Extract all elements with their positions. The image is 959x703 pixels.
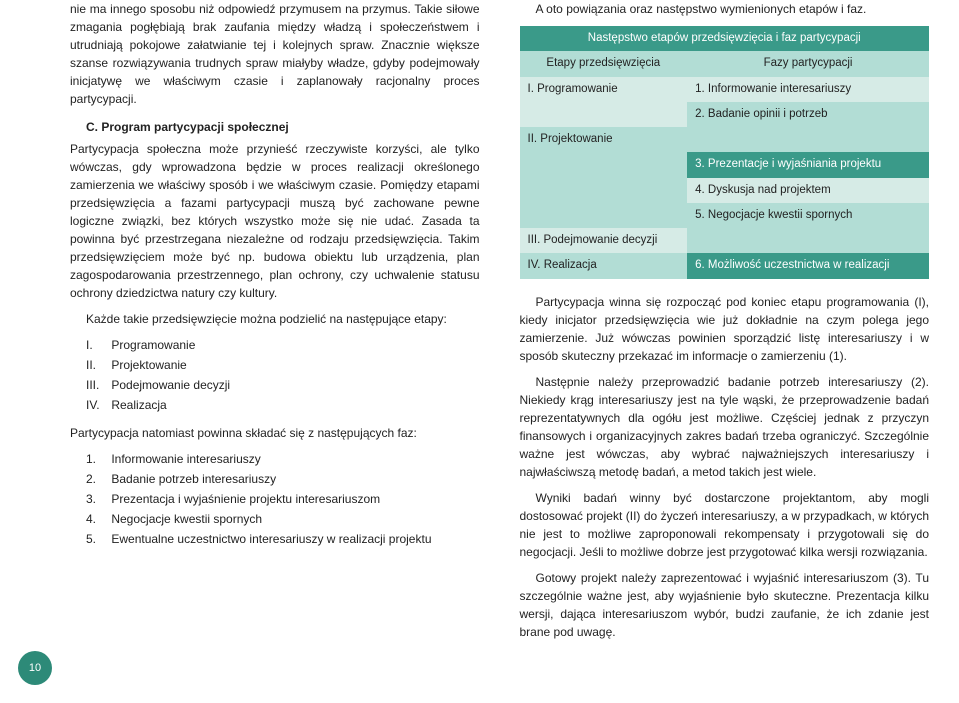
table-cell: II. Projektowanie <box>520 127 688 152</box>
list-number: 5. <box>86 530 108 548</box>
table-cell: 5. Negocjacje kwestii spornych <box>687 203 929 228</box>
list-item: II. Projektowanie <box>86 356 480 374</box>
list-text: Badanie potrzeb interesariuszy <box>111 472 276 486</box>
etapy-list: I. Programowanie II. Projektowanie III. … <box>86 336 480 414</box>
left-paragraph-3: Każde takie przedsięwzięcie można podzie… <box>70 310 480 328</box>
section-heading-c: C. Program partycypacji społecznej <box>70 118 480 136</box>
list-item: 1. Informowanie interesariuszy <box>86 450 480 468</box>
list-item: 2. Badanie potrzeb interesariuszy <box>86 470 480 488</box>
list-text: Ewentualne uczestnictwo interesariuszy w… <box>111 532 431 546</box>
right-intro: A oto powiązania oraz następstwo wymieni… <box>520 0 930 18</box>
right-paragraph-2: Następnie należy przeprowadzić badanie p… <box>520 373 930 481</box>
table-col-header: Fazy partycypacji <box>687 51 929 76</box>
page-number-badge: 10 <box>18 651 52 685</box>
list-item: 5. Ewentualne uczestnictwo interesariusz… <box>86 530 480 548</box>
table-cell: 3. Prezentacje i wyjaśniania projektu <box>687 152 929 177</box>
list-item: 3. Prezentacja i wyjaśnienie projektu in… <box>86 490 480 508</box>
list-text: Negocjacje kwestii spornych <box>111 512 262 526</box>
left-paragraph-2: Partycypacja społeczna może przynieść rz… <box>70 140 480 302</box>
right-paragraph-3: Wyniki badań winny być dostarczone proje… <box>520 489 930 561</box>
table-cell <box>520 203 688 228</box>
left-paragraph-1: nie ma innego sposobu niż odpowiedź przy… <box>70 0 480 108</box>
list-item: III. Podejmowanie decyzji <box>86 376 480 394</box>
left-column: nie ma innego sposobu niż odpowiedź przy… <box>70 0 480 649</box>
list-text: Projektowanie <box>111 358 186 372</box>
table-cell <box>520 102 688 127</box>
list-number: II. <box>86 356 108 374</box>
table-cell: III. Podejmowanie decyzji <box>520 228 688 253</box>
list-text: Informowanie interesariuszy <box>111 452 260 466</box>
table-cell: 4. Dyskusja nad projektem <box>687 178 929 203</box>
fazy-list: 1. Informowanie interesariuszy 2. Badani… <box>86 450 480 548</box>
table-cell: 2. Badanie opinii i potrzeb <box>687 102 929 127</box>
list-number: IV. <box>86 396 108 414</box>
list-text: Realizacja <box>111 398 166 412</box>
stages-phases-table: Następstwo etapów przedsięwzięcia i faz … <box>520 26 930 279</box>
right-paragraph-4: Gotowy projekt należy zaprezentować i wy… <box>520 569 930 641</box>
table-cell <box>520 152 688 177</box>
two-column-layout: nie ma innego sposobu niż odpowiedź przy… <box>70 0 929 649</box>
table-cell: I. Programowanie <box>520 77 688 102</box>
list-number: III. <box>86 376 108 394</box>
list-text: Podejmowanie decyzji <box>111 378 230 392</box>
table-cell <box>687 228 929 253</box>
table-cell: IV. Realizacja <box>520 253 688 278</box>
left-paragraph-4: Partycypacja natomiast powinna składać s… <box>70 424 480 442</box>
list-item: 4. Negocjacje kwestii spornych <box>86 510 480 528</box>
table-title: Następstwo etapów przedsięwzięcia i faz … <box>520 26 930 51</box>
table-cell: 1. Informowanie interesariuszy <box>687 77 929 102</box>
list-text: Programowanie <box>111 338 195 352</box>
list-item: I. Programowanie <box>86 336 480 354</box>
list-text: Prezentacja i wyjaśnienie projektu inter… <box>111 492 380 506</box>
right-column: A oto powiązania oraz następstwo wymieni… <box>520 0 930 649</box>
right-paragraph-1: Partycypacja winna się rozpocząć pod kon… <box>520 293 930 365</box>
list-number: 3. <box>86 490 108 508</box>
list-number: 2. <box>86 470 108 488</box>
list-item: IV. Realizacja <box>86 396 480 414</box>
table-cell: 6. Możliwość uczestnictwa w realizacji <box>687 253 929 278</box>
list-number: I. <box>86 336 108 354</box>
table-cell <box>687 127 929 152</box>
list-number: 1. <box>86 450 108 468</box>
table-col-header: Etapy przedsięwzięcia <box>520 51 688 76</box>
list-number: 4. <box>86 510 108 528</box>
table-cell <box>520 178 688 203</box>
